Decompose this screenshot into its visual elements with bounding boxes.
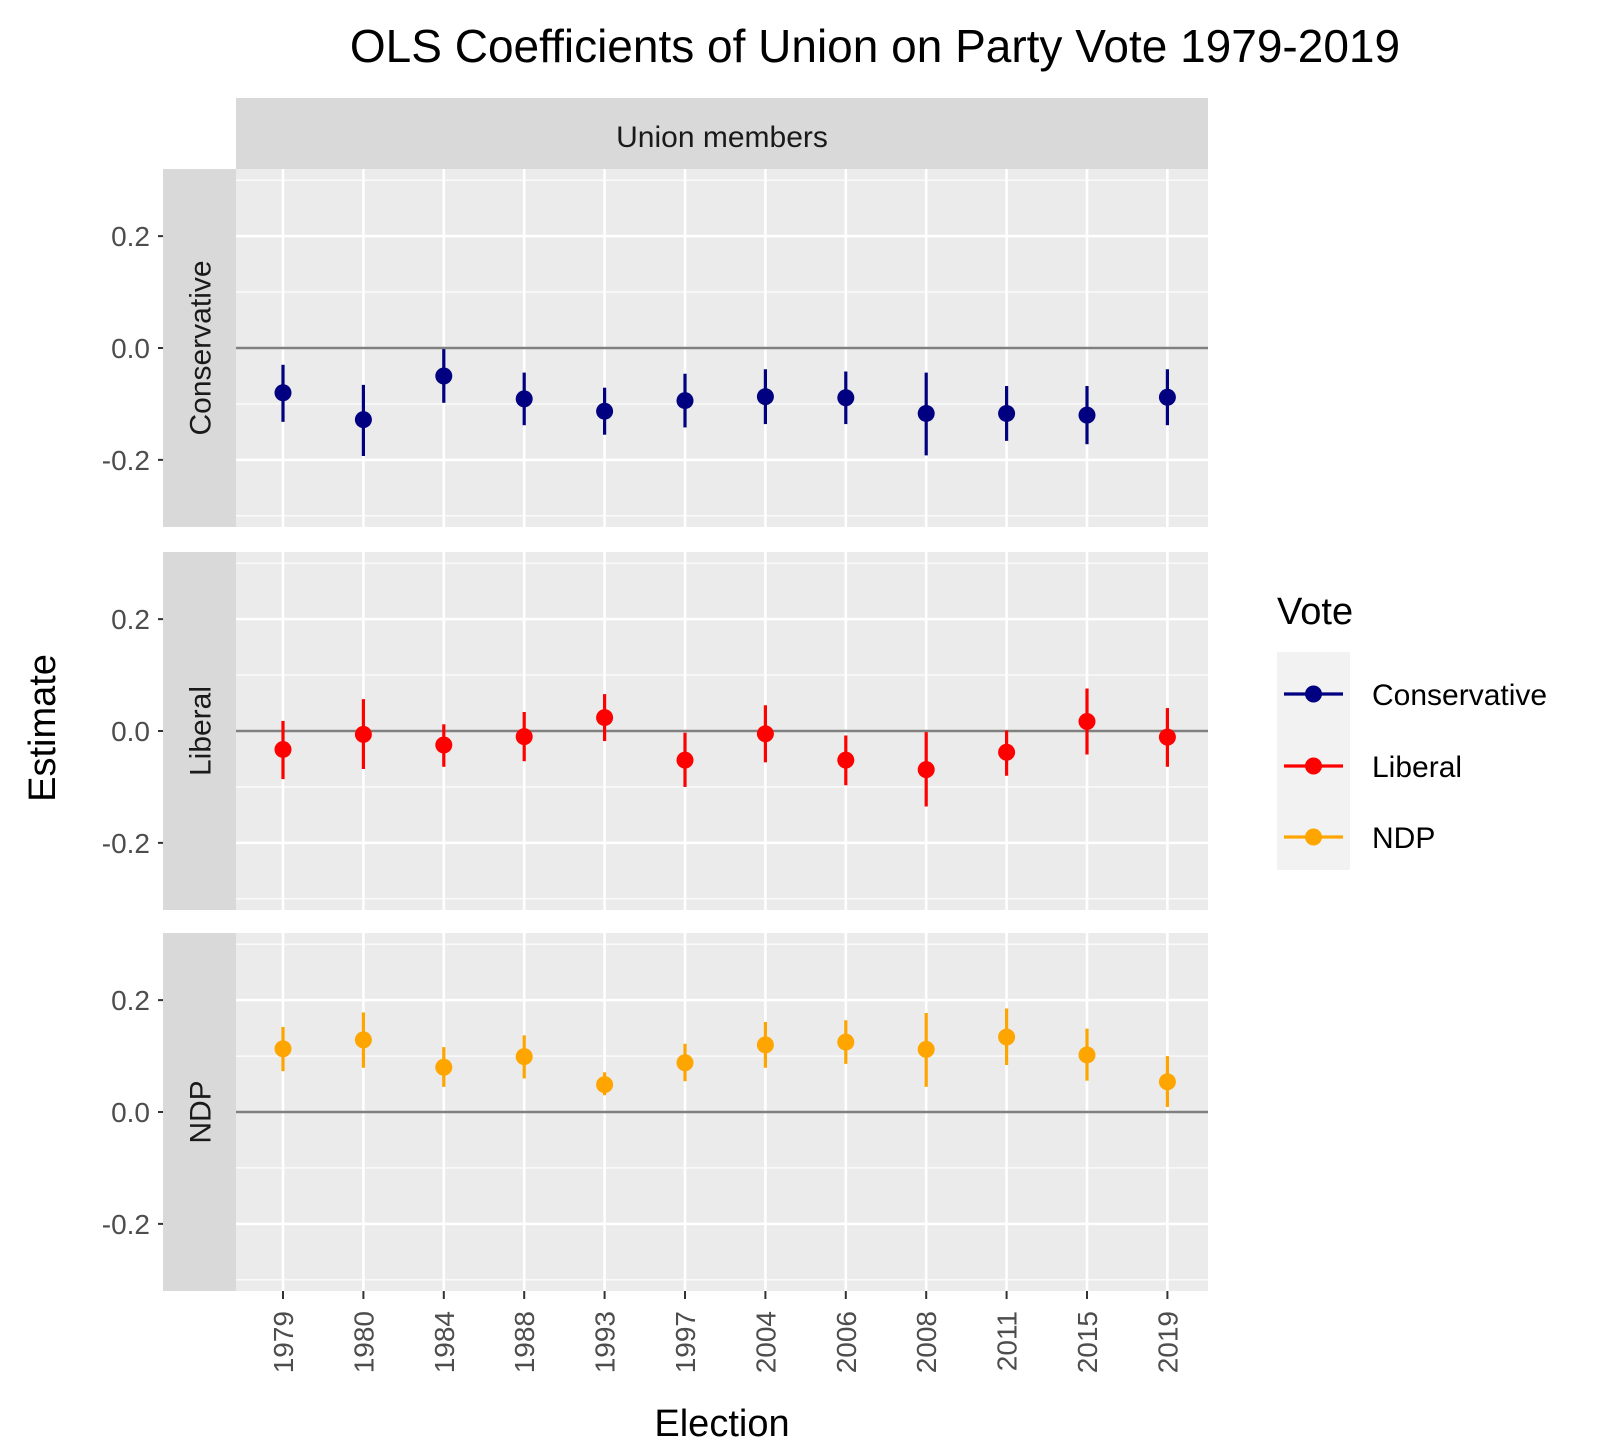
point-conservative-1980	[354, 411, 372, 429]
row-strip-background	[163, 933, 236, 1291]
legend-label-conservative: Conservative	[1372, 679, 1547, 712]
facet-strip-background	[236, 98, 1208, 169]
point-liberal-2015	[1078, 712, 1096, 730]
x-tick-label-2004: 2004	[750, 1311, 781, 1373]
y-tick-label: 0.2	[111, 985, 150, 1016]
point-ndp-2008	[917, 1040, 935, 1058]
chart-title: OLS Coefficients of Union on Party Vote …	[350, 20, 1400, 72]
legend-label-liberal: Liberal	[1372, 751, 1462, 784]
point-ndp-1988	[515, 1048, 533, 1066]
point-conservative-1979	[274, 384, 292, 402]
x-tick-label-1984: 1984	[429, 1311, 460, 1373]
facet-strip-union-members: Union members	[236, 98, 1208, 169]
point-liberal-1984	[435, 736, 453, 754]
point-liberal-2019	[1158, 728, 1176, 746]
row-strip-label: Conservative	[185, 260, 218, 435]
point-conservative-2011	[998, 404, 1016, 422]
panel-liberal: -0.2 0.0 0.2 Liberal	[102, 552, 1208, 910]
panel-ndp: -0.2 0.0 0.2 NDP	[102, 933, 1208, 1291]
y-tick-label: 0.2	[111, 604, 150, 635]
legend-items: Conservative Liberal NDP	[1284, 679, 1547, 855]
point-conservative-1993	[596, 402, 614, 420]
point-ndp-1980	[354, 1031, 372, 1049]
row-strip-label: NDP	[185, 1080, 218, 1143]
row-strip-background	[163, 552, 236, 910]
y-tick-label: -0.2	[102, 445, 150, 476]
legend-key-point-conservative	[1305, 685, 1322, 703]
x-tick-label-2015: 2015	[1072, 1311, 1103, 1373]
point-liberal-1997	[676, 751, 694, 769]
point-ndp-2019	[1158, 1073, 1176, 1091]
point-conservative-2015	[1078, 406, 1096, 424]
x-axis: 1979 1980 1984 1988 1993 1997 2004 2006 2008 2011…	[268, 1291, 1183, 1373]
point-ndp-2004	[756, 1036, 774, 1054]
x-tick-label-1997: 1997	[670, 1311, 701, 1373]
x-tick-label-1993: 1993	[590, 1311, 621, 1373]
point-liberal-2008	[917, 761, 935, 779]
point-ndp-1997	[676, 1054, 694, 1072]
x-tick-label-1980: 1980	[348, 1311, 379, 1373]
x-tick-label-1988: 1988	[509, 1311, 540, 1373]
legend-key-point-ndp	[1305, 828, 1322, 846]
point-ndp-2015	[1078, 1046, 1096, 1064]
point-liberal-2006	[837, 751, 855, 769]
x-axis-title: Election	[654, 1403, 789, 1445]
y-tick-label: -0.2	[102, 1209, 150, 1240]
point-liberal-1980	[354, 725, 372, 743]
y-axis-title: Estimate	[22, 654, 64, 802]
point-conservative-2019	[1158, 388, 1176, 406]
x-tick-label-2019: 2019	[1152, 1311, 1183, 1373]
panel-conservative: -0.2 0.0 0.2 Conservative	[102, 169, 1208, 527]
point-conservative-1988	[515, 390, 533, 408]
x-tick-label-2006: 2006	[831, 1311, 862, 1373]
x-tick-label-2011: 2011	[992, 1311, 1023, 1371]
x-tick-label-2008: 2008	[911, 1311, 942, 1373]
y-tick-label: 0.0	[111, 333, 150, 364]
row-strip-label: Liberal	[185, 686, 218, 776]
point-conservative-1984	[435, 367, 453, 385]
y-tick-label: 0.0	[111, 716, 150, 747]
point-ndp-2006	[837, 1033, 855, 1051]
legend-key-point-liberal	[1305, 757, 1322, 775]
point-liberal-1979	[274, 740, 292, 758]
point-ndp-1979	[274, 1040, 292, 1058]
x-tick-label-1979: 1979	[268, 1311, 299, 1373]
point-ndp-1984	[435, 1058, 453, 1076]
row-strip-background	[163, 169, 236, 527]
point-ndp-2011	[998, 1028, 1016, 1046]
point-liberal-2004	[756, 725, 774, 743]
facet-panels: -0.20.00.2Conservative-0.20.00.2Liberal-…	[102, 169, 1208, 1291]
facet-strip-label: Union members	[616, 121, 828, 154]
legend: Vote Conservative Liberal NDP	[1277, 591, 1547, 870]
y-tick-label: 0.2	[111, 221, 150, 252]
y-tick-label: -0.2	[102, 828, 150, 859]
point-liberal-2011	[998, 743, 1016, 761]
point-liberal-1993	[596, 709, 614, 727]
point-conservative-2006	[837, 389, 855, 407]
point-conservative-2008	[917, 404, 935, 422]
point-conservative-1997	[676, 392, 694, 410]
point-liberal-1988	[515, 728, 533, 746]
point-ndp-1993	[596, 1076, 614, 1094]
point-conservative-2004	[756, 388, 774, 406]
legend-title: Vote	[1277, 591, 1353, 633]
y-tick-label: 0.0	[111, 1097, 150, 1128]
legend-label-ndp: NDP	[1372, 822, 1435, 855]
